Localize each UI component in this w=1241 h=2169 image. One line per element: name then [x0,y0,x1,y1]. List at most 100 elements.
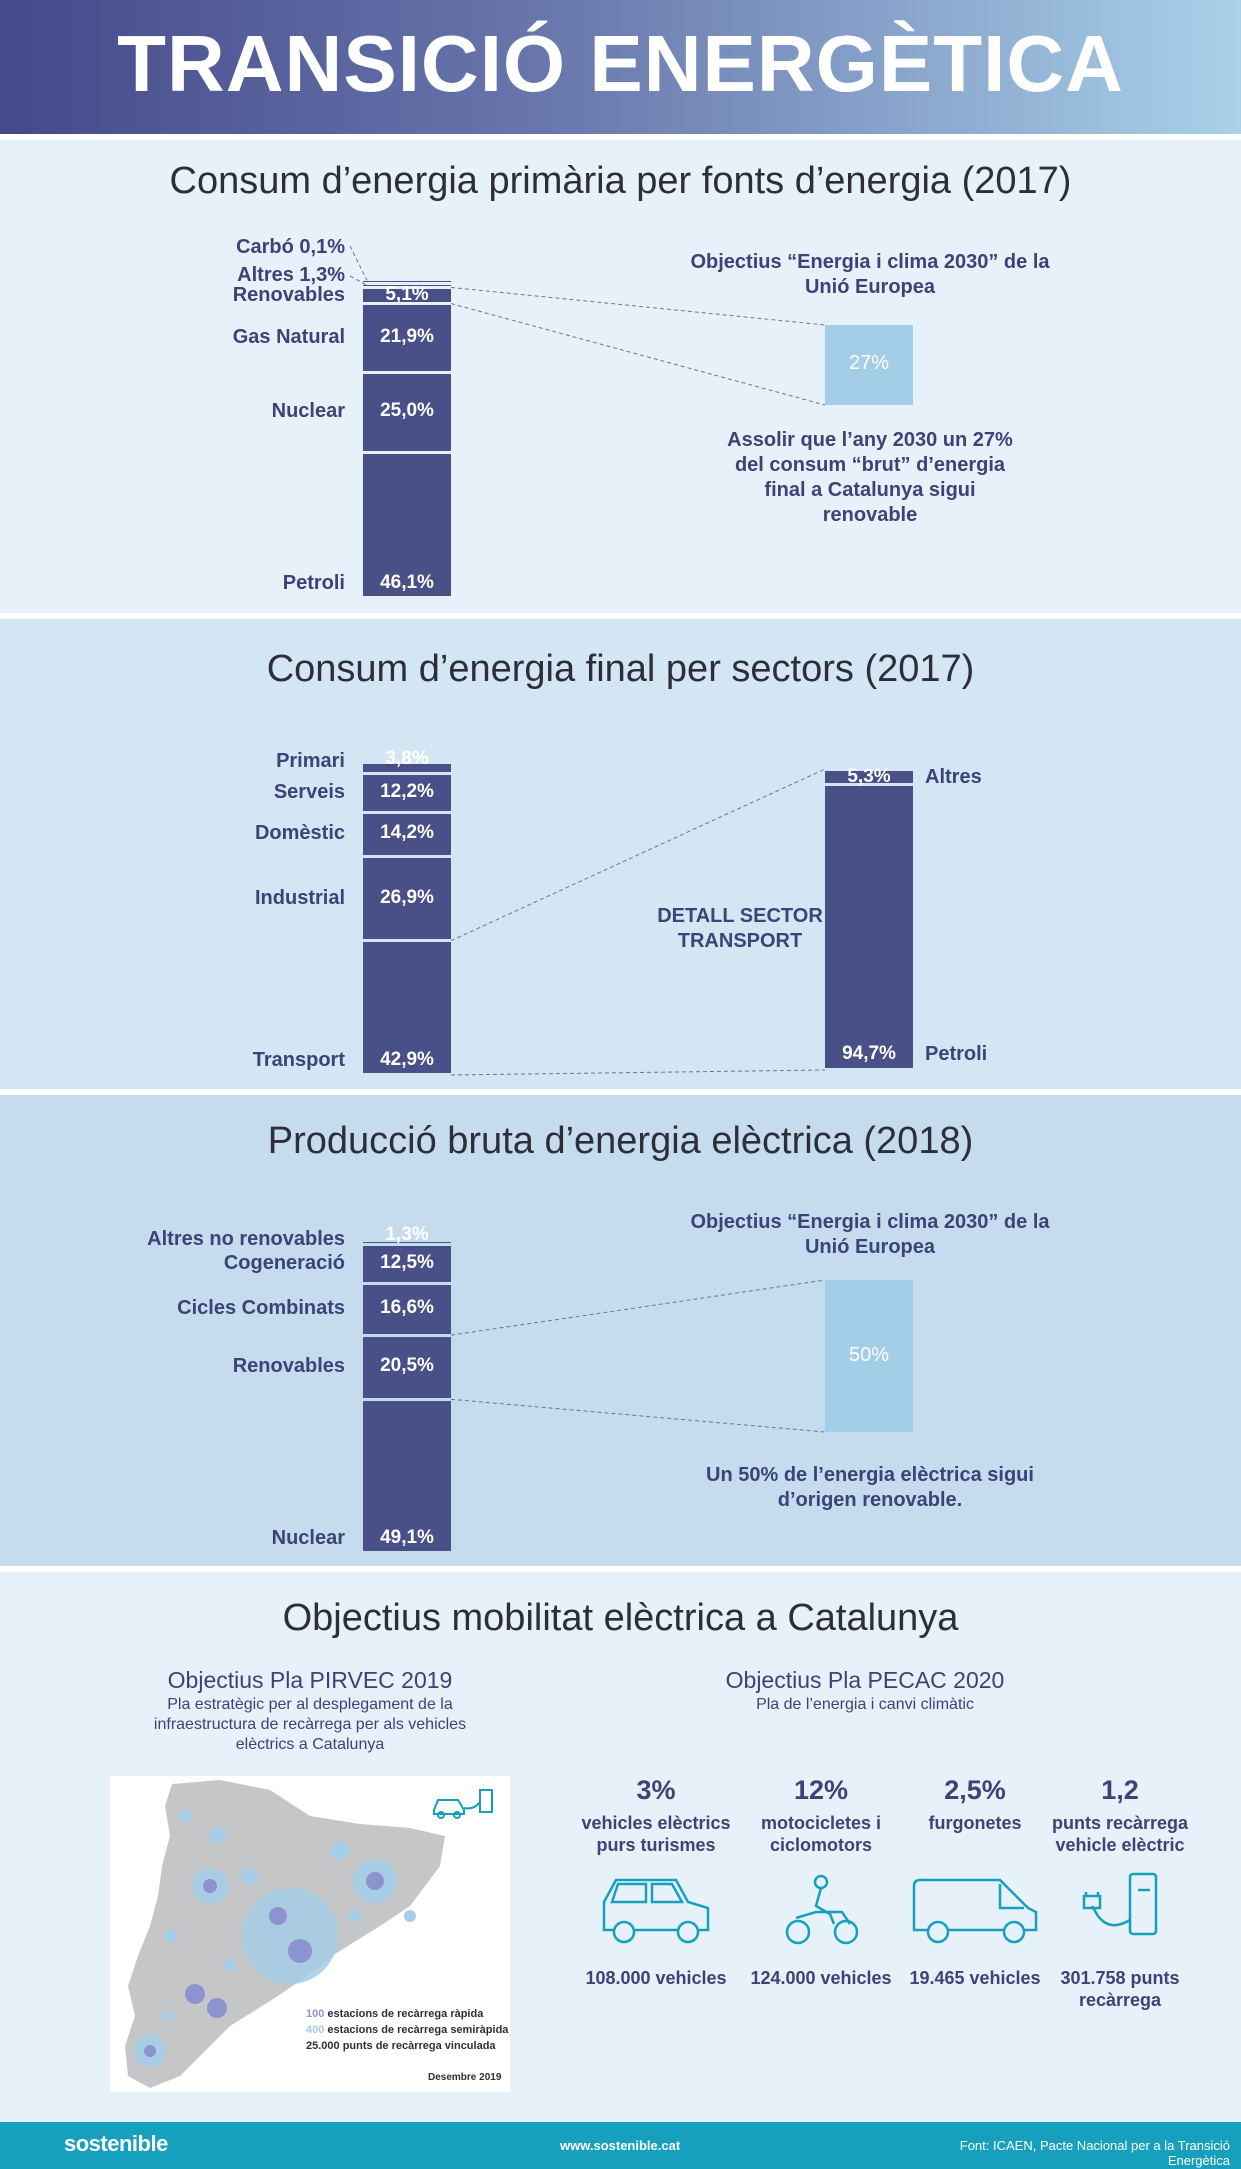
pct-label-0-1: 25,0% [380,400,434,422]
car-icon [602,1878,710,1944]
connector-transport-bottom [450,1069,826,1076]
pct-label-0-2: 21,9% [380,326,434,348]
pct-label-3-3: 12,5% [380,1251,434,1273]
transport-detail-label: DETALL SECTOR TRANSPORT [657,905,823,952]
stat-vans-pct: 2,5% [944,1775,1006,1805]
pct-label-0-0: 46,1% [380,572,434,593]
stat-cars-desc: vehicles elèctrics purs turismes [581,1813,731,1855]
stat-cars: 3% vehicles elèctrics purs turismes 108.… [576,1775,736,1989]
section-title-final: Consum d’energia final per sectors (2017… [266,648,975,690]
connector-renov-top-2 [450,1279,826,1336]
side-label-0-1: Nuclear [271,400,345,423]
side-label-1-1: Industrial [254,886,345,909]
pct-label-2-0: 94,7% [842,1043,896,1064]
bar-segment-0-3 [363,288,451,303]
stat-chargers-count: 301.758 punts recàrrega [1060,1968,1180,2010]
catalonia-map-graphic [125,1780,493,2088]
pct-label-1-4: 3,8% [385,748,429,769]
pct-label-1-0: 42,9% [380,1049,434,1070]
electric-target-box [825,1280,913,1432]
bar-segment-3-2 [363,1284,451,1334]
pct-label-3-1: 20,5% [380,1355,434,1377]
stat-chargers-pct: 1,2 [1101,1775,1139,1805]
electric-target-desc: Un 50% de l’energia elèctrica sigui d’or… [706,1464,1034,1511]
pct-label-3-2: 16,6% [380,1297,434,1319]
footer-source: Font: ICAEN, Pacte Nacional per a la Tra… [959,2138,1230,2168]
pecac-desc: Pla de l’energia i canvi climàtic [756,1696,974,1713]
bar-segment-1-3 [363,775,451,811]
pct-label-2-1: 5,3% [847,765,891,787]
map-legend-fast: 100 estacions de recàrrega ràpida [306,2008,484,2020]
stat-vans-desc: furgonetes [928,1813,1022,1833]
bar-segment-1-1 [363,858,451,940]
footer-bar [0,2122,1241,2169]
stat-vans: 2,5% furgonetes 19.465 vehicles [900,1775,1050,1989]
bar-segment-3-1 [363,1336,451,1398]
bar-segment-3-3 [363,1245,451,1282]
pct-label-3-4: 1,3% [385,1224,429,1245]
side-label-0-2: Gas Natural [232,326,345,349]
pct-label-0-3: 5,1% [385,283,429,305]
electric-target-value: 50% [848,1344,890,1366]
side-label-3-1: Renovables [232,1355,345,1378]
stat-motorcycles-count: 124.000 vehicles [750,1968,892,1988]
side-label-2-1: Altres [925,765,982,788]
bar-segment-3-4 [363,1241,451,1243]
stat-motorcycles-pct: 12% [793,1775,849,1805]
side-label-1-2: Domèstic [254,822,345,845]
bar-segment-2-1 [825,770,913,784]
stat-cars-pct: 3% [636,1775,676,1805]
van-icon [912,1878,1038,1944]
primary-target-box [825,325,913,405]
page-title: TRANSICIÓ ENERGÈTICA [117,19,1124,108]
pct-label-1-1: 26,9% [380,886,434,908]
pct-label-3-0: 49,1% [380,1527,434,1548]
connector-renov-bottom [450,303,826,406]
connector-renov-bottom-2 [450,1398,826,1433]
electric-target-title: Objectius “Energia i clima 2030” de la U… [690,1211,1050,1258]
bar-segment-0-1 [363,374,451,451]
section-electric-production [0,1095,1241,1566]
bar-segment-1-4 [363,763,451,773]
stat-chargers: 1,2 punts recàrrega vehicle elèctric 301… [1040,1775,1200,2011]
bar-segment-3-0 [363,1400,451,1552]
map-legend-linked: 25.000 punts de recàrrega vinculada [306,2040,496,2052]
primary-target-title: Objectius “Energia i clima 2030” de la U… [690,251,1050,298]
side-label-0-4: Altres 1,3% [237,264,345,286]
stat-motorcycles: 12% motocicletes i ciclomotors 124.000 v… [746,1775,896,1989]
charging-map [110,1776,510,2092]
footer-url-link[interactable]: www.sostenible.cat [560,2138,681,2153]
motorcycle-icon [785,1874,859,1945]
stat-motorcycles-desc: motocicletes i ciclomotors [760,1813,882,1855]
side-label-0-5: Carbó 0,1% [236,236,345,258]
side-label-2-0: Petroli [925,1043,988,1065]
side-label-1-4: Primari [276,750,345,772]
primary-target-desc: Assolir que l’any 2030 un 27% del consum… [727,429,1013,526]
connector-transport-top [450,768,826,942]
pirvec-title: Objectius Pla PIRVEC 2019 [167,1667,453,1693]
bar-segment-2-0 [825,786,913,1069]
side-label-3-4: Altres no renovables [147,1228,345,1250]
stat-cars-count: 108.000 vehicles [585,1968,727,1988]
footer-brand-logo: sostenible [64,2131,168,2156]
side-label-1-3: Serveis [273,780,345,803]
section-final-energy [0,619,1241,1089]
stat-vans-count: 19.465 vehicles [909,1968,1041,1988]
leader-altres [349,275,368,286]
bar-segment-1-2 [363,813,451,856]
stat-chargers-desc: punts recàrrega vehicle elèctric [1051,1813,1189,1855]
leader-carbo [349,245,368,281]
pecac-title: Objectius Pla PECAC 2020 [725,1667,1005,1693]
section-title-electric: Producció bruta d’energia elèctrica (201… [267,1120,974,1162]
side-label-0-0: Petroli [282,572,345,594]
bar-segment-0-0 [363,453,451,597]
pirvec-desc: Pla estratègic per al desplegament de la… [153,1696,467,1753]
bar-segment-0-4 [363,284,451,286]
map-date: Desembre 2019 [428,2072,502,2083]
side-label-3-3: Cogeneració [223,1251,345,1274]
side-label-0-3: Renovables [232,283,345,306]
pct-label-1-3: 12,2% [380,780,434,802]
section-title-mobility: Objectius mobilitat elèctrica a Cataluny… [282,1597,959,1639]
